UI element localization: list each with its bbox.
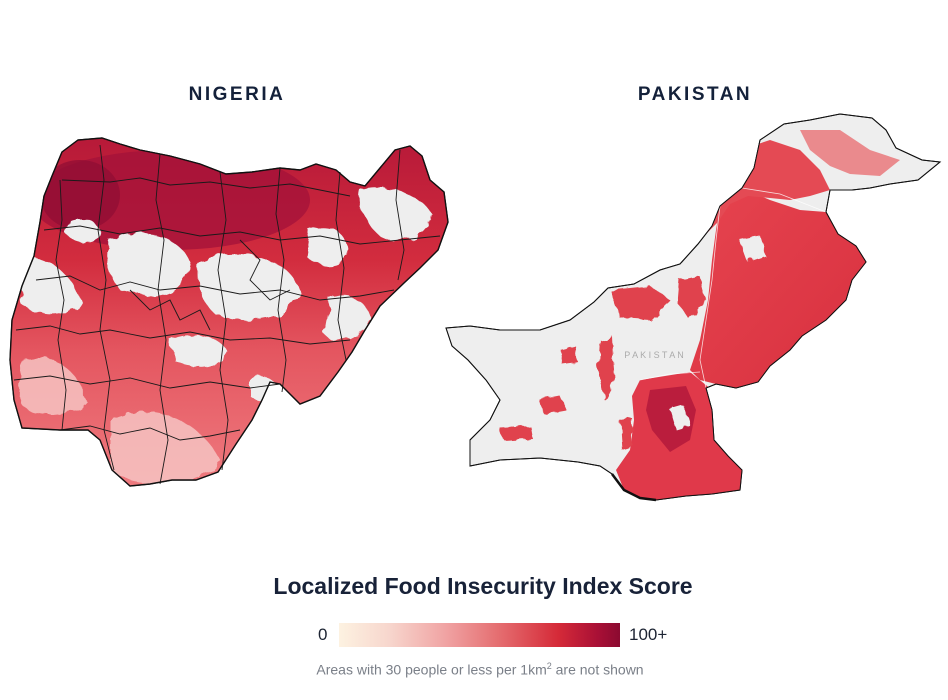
pakistan-balochistan-patch <box>610 286 670 320</box>
pakistan-balochistan-patch <box>540 396 566 414</box>
pakistan-north-fill <box>692 140 830 248</box>
footnote-suffix: are not shown <box>551 661 644 678</box>
pakistan-balochistan-patch <box>678 276 706 320</box>
nigeria-sparse-area <box>198 254 300 320</box>
pakistan-balochistan-patch <box>598 336 614 400</box>
legend-max-label: 100+ <box>629 625 668 644</box>
legend-min-label: 0 <box>318 625 328 644</box>
nigeria-outline <box>9 137 449 487</box>
legend-title: Localized Food Insecurity Index Score <box>273 573 693 599</box>
nigeria-low-zone <box>18 357 86 415</box>
pakistan-sparse-area <box>670 406 690 430</box>
pakistan-outline <box>445 113 942 501</box>
pakistan-punjab-fill <box>690 188 866 388</box>
nigeria-sparse-area <box>20 257 80 315</box>
pakistan-gb-fill <box>800 130 900 176</box>
footnote-prefix: Areas with 30 people or less per 1km <box>316 661 547 678</box>
nigeria-sparse-area <box>306 227 349 266</box>
nigeria-sparse-area <box>170 335 228 368</box>
nigeria-sparse-area <box>359 187 432 241</box>
nigeria-sparse-area <box>107 233 190 296</box>
footnote: Areas with 30 people or less per 1km2 ar… <box>0 661 948 678</box>
legend-color-bar <box>339 623 620 647</box>
pakistan-balochistan-patch <box>620 418 634 450</box>
nigeria-map-title: NIGERIA <box>188 84 286 105</box>
pakistan-map: P A K I S T A N <box>445 113 942 502</box>
footnote-superscript: 2 <box>546 661 552 671</box>
pakistan-sparse-area <box>740 236 766 262</box>
pakistan-sindh-high-zone <box>646 386 696 452</box>
nigeria-sparse-area <box>66 217 100 243</box>
pakistan-map-title: PAKISTAN <box>637 84 753 105</box>
maps-canvas: P A K I S T A N <box>9 113 942 502</box>
nigeria-map <box>9 137 449 487</box>
pakistan-balochistan-patch <box>560 346 578 364</box>
nigeria-sparse-area <box>324 295 370 341</box>
pakistan-balochistan-patch <box>500 426 532 440</box>
pakistan-province-borders <box>639 187 827 389</box>
nigeria-state-borders <box>13 144 441 485</box>
pakistan-internal-label: P A K I S T A N <box>624 350 684 360</box>
